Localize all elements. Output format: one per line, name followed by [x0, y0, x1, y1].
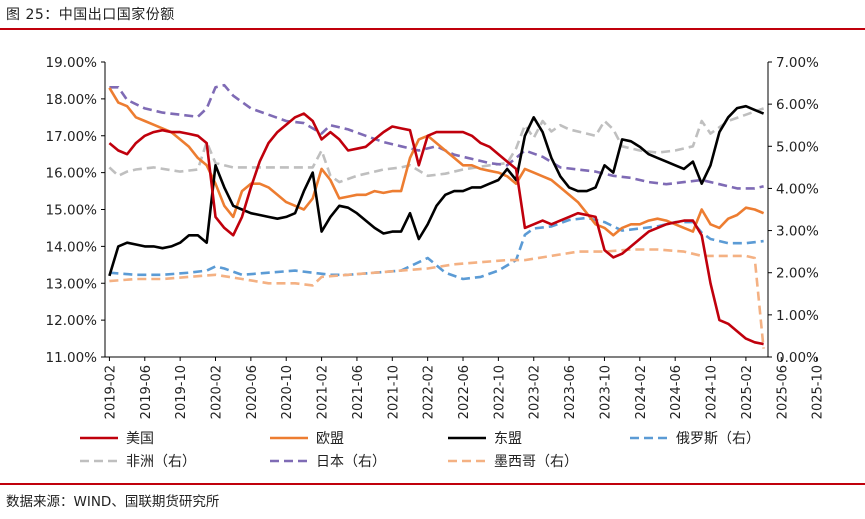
left-tick-label: 14.00%: [46, 239, 98, 255]
source-note: 数据来源：WIND、国联期货研究所: [6, 494, 220, 510]
x-tick-label: 2019-02: [103, 365, 118, 419]
x-tick-label: 2021-02: [316, 365, 331, 419]
legend-label: 俄罗斯（右）: [676, 431, 760, 447]
x-tick-label: 2023-02: [528, 365, 543, 419]
x-tick-label: 2021-10: [386, 365, 401, 419]
left-tick-label: 18.00%: [46, 92, 98, 108]
legend-label: 非洲（右）: [126, 454, 196, 470]
chart-ticks: 11.00% 12.00% 13.00% 14.00% 15.00% 16.00% 17.0…: [46, 55, 826, 419]
chart: 11.00% 12.00% 13.00% 14.00% 15.00% 16.00% 17.0…: [46, 55, 826, 470]
x-tick-label: 2020-06: [245, 365, 260, 419]
series-line-6: [109, 248, 765, 349]
legend-label: 东盟: [494, 431, 522, 447]
x-tick-label: 2025-02: [740, 365, 755, 419]
series-line-5: [109, 83, 764, 190]
x-tick-label: 2022-10: [492, 365, 507, 419]
figure-title: 图 25：中国出口国家份额: [6, 7, 175, 23]
legend-label: 墨西哥（右）: [494, 454, 578, 470]
right-tick-label: 3.00%: [776, 224, 819, 240]
x-tick-label: 2023-10: [598, 365, 613, 419]
left-tick-label: 11.00%: [46, 350, 98, 366]
series-line-1: [108, 87, 765, 237]
left-tick-label: 19.00%: [46, 55, 98, 71]
left-tick-label: 16.00%: [46, 166, 98, 182]
x-tick-label: 2020-02: [210, 365, 225, 419]
x-tick-label: 2025-10: [811, 365, 826, 419]
x-tick-label: 2022-06: [457, 365, 472, 419]
x-tick-label: 2019-06: [139, 365, 154, 419]
x-tick-label: 2019-10: [174, 365, 189, 419]
x-tick-label: 2021-06: [351, 365, 366, 419]
right-tick-label: 2.00%: [776, 266, 819, 282]
x-tick-label: 2024-02: [634, 365, 649, 419]
legend-label: 欧盟: [316, 431, 344, 447]
right-tick-label: 6.00%: [776, 97, 819, 113]
chart-legend: 美国 欧盟 东盟 俄罗斯（右） 非洲（右） 日本（右） 墨西哥（右）: [80, 431, 760, 470]
series-line-2: [108, 104, 765, 277]
bottom-rule: [0, 483, 865, 485]
x-tick-label: 2020-10: [280, 365, 295, 419]
left-tick-label: 15.00%: [46, 203, 98, 219]
series-line-0: [108, 112, 764, 346]
x-tick-label: 2025-06: [775, 365, 790, 419]
right-tick-label: 5.00%: [776, 139, 819, 155]
right-tick-label: 1.00%: [776, 308, 819, 324]
left-tick-label: 17.00%: [46, 129, 98, 145]
chart-lines: [108, 83, 765, 349]
legend-label: 日本（右）: [316, 454, 386, 470]
right-tick-label: 7.00%: [776, 55, 819, 71]
x-tick-label: 2024-10: [705, 365, 720, 419]
x-tick-label: 2023-06: [563, 365, 578, 419]
legend-label: 美国: [126, 431, 154, 447]
chart-frame: [104, 62, 769, 358]
x-tick-label: 2022-02: [422, 365, 437, 419]
top-rule: [0, 28, 865, 30]
x-tick-label: 2024-06: [669, 365, 684, 419]
left-tick-label: 13.00%: [46, 276, 98, 292]
right-tick-label: 0.00%: [776, 350, 819, 366]
left-tick-label: 12.00%: [46, 313, 98, 329]
right-tick-label: 4.00%: [776, 181, 819, 197]
